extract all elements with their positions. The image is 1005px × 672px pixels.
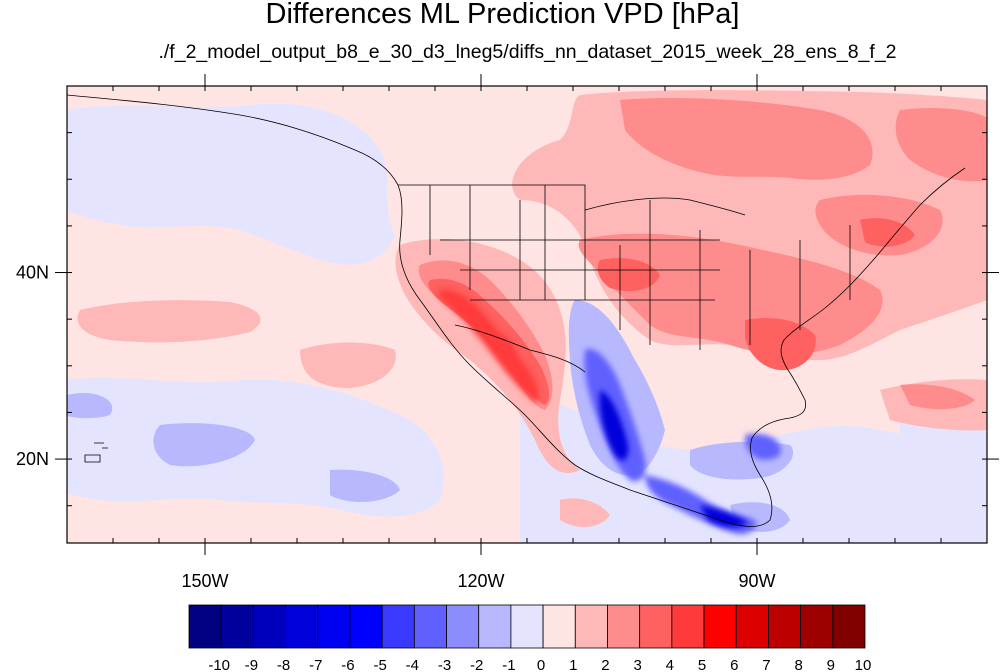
colorbar-label: -1: [502, 657, 515, 672]
lat-tick-label: 40N: [16, 263, 49, 283]
colorbar-label: -9: [245, 657, 258, 672]
colorbar-swatch: [542, 604, 576, 649]
axis-ticks: [55, 74, 999, 555]
colorbar-label: -5: [373, 657, 386, 672]
colorbar-label: 5: [698, 657, 706, 672]
lon-tick-label: 120W: [457, 571, 504, 591]
colorbar-label: 8: [794, 657, 802, 672]
lat-tick-label: 20N: [16, 449, 49, 469]
chart-title: Differences ML Prediction VPD [hPa]: [265, 0, 740, 30]
colorbar-label: -3: [438, 657, 451, 672]
coastlines-and-borders: [67, 94, 966, 527]
colorbar-labels: -10 -9 -8 -7 -6 -5 -4 -3 -2 -1 0 1 2 3 4 5 6 7 8 9 10: [208, 657, 871, 672]
colorbar-swatch: [413, 604, 447, 649]
lon-tick-label: 150W: [181, 571, 228, 591]
colorbar-swatch: [574, 604, 608, 649]
colorbar-label: 2: [601, 657, 609, 672]
colorbar-label: -10: [208, 657, 230, 672]
colorbar-swatch: [800, 604, 834, 649]
chart-subtitle: ./f_2_model_output_b8_e_30_d3_lneg5/diff…: [158, 41, 897, 63]
axis-tick-labels: 150W 120W 90W 40N 20N: [16, 263, 776, 591]
colorbar-swatch: [703, 604, 737, 649]
colorbar-swatch: [252, 604, 286, 649]
colorbar: [188, 604, 866, 649]
colorbar-label: 3: [633, 657, 641, 672]
colorbar-label: -2: [470, 657, 483, 672]
colorbar-label: -7: [309, 657, 322, 672]
colorbar-label: 1: [569, 657, 577, 672]
colorbar-swatch: [607, 604, 641, 649]
colorbar-swatch: [735, 604, 769, 649]
colorbar-swatch: [381, 604, 415, 649]
lon-tick-label: 90W: [738, 571, 775, 591]
colorbar-swatch: [768, 604, 802, 649]
colorbar-label: 9: [827, 657, 835, 672]
colorbar-label: -8: [277, 657, 290, 672]
colorbar-swatch: [285, 604, 319, 649]
colorbar-label: -4: [406, 657, 419, 672]
colorbar-swatch: [832, 604, 866, 649]
colorbar-label: -6: [341, 657, 354, 672]
colorbar-label: 0: [537, 657, 545, 672]
colorbar-label: 10: [855, 657, 872, 672]
colorbar-swatch: [220, 604, 254, 649]
colorbar-swatch: [478, 604, 512, 649]
colorbar-swatch: [671, 604, 705, 649]
colorbar-label: 4: [666, 657, 674, 672]
colorbar-swatch: [317, 604, 351, 649]
colorbar-swatch: [510, 604, 544, 649]
colorbar-swatch: [188, 604, 222, 649]
map-field: [67, 86, 987, 543]
negative-anomaly-extreme-areas: [599, 390, 748, 528]
colorbar-swatch: [349, 604, 383, 649]
colorbar-label: 7: [762, 657, 770, 672]
colorbar-label: 6: [730, 657, 738, 672]
colorbar-swatch: [446, 604, 480, 649]
colorbar-swatch: [639, 604, 673, 649]
